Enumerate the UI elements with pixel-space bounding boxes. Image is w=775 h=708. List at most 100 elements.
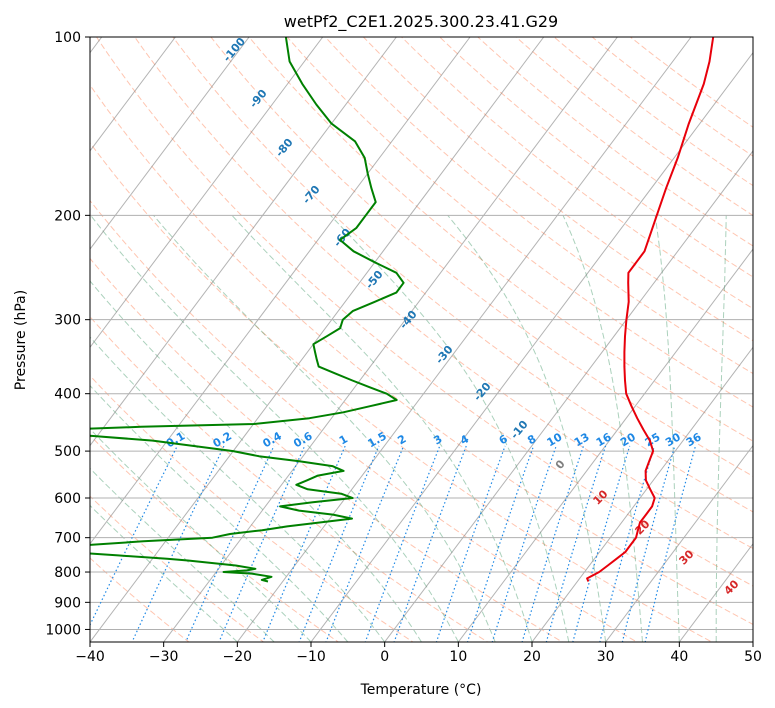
isotherm-label: -30 [433,343,456,367]
moist-adiabat [715,215,727,642]
isotherm-line [90,37,545,642]
mixing-ratio-line [572,445,631,642]
plot-frame [89,36,754,643]
x-tick-label: 20 [523,649,541,665]
dry-adiabat [90,495,265,642]
isotherm-line [90,37,397,447]
moist-adiabat [153,214,496,642]
y-tick-label: 400 [54,387,81,403]
dry-adiabat [90,375,414,642]
isotherm-line [678,542,753,642]
mixing-ratio-line [325,445,405,642]
dry-adiabat [90,257,564,642]
y-tick-label: 800 [54,565,81,581]
x-tick-label: 40 [670,649,688,665]
dry-adiabat [591,37,753,157]
isotherm-line [384,150,753,642]
temperature-profile [586,37,715,582]
x-tick-label: −20 [223,649,253,665]
x-tick-label: 0 [380,649,389,665]
isotherm-line [236,37,692,642]
y-axis-ticks: 1000 900 800 700 600 500 400 300 200 100 [45,30,90,638]
y-axis-label: Pressure (hPa) [13,290,29,390]
isotherm-label: -90 [247,87,270,111]
mixing-ratio-line [218,445,306,642]
y-tick-label: 200 [54,208,81,224]
mixing-ratio-line [435,445,506,642]
mixing-ratio-line [185,445,275,642]
isotherm-label: -20 [471,380,494,404]
dry-adiabat [134,37,753,550]
dry-adiabat [96,37,753,587]
x-axis-ticks: −40 −30 −20 −10 0 10 20 30 40 50 [75,642,762,665]
dry-adiabat [90,557,190,642]
isotherm-line [90,37,471,545]
dry-adiabat [286,37,753,408]
mixing-ratio-line [393,445,467,642]
x-tick-label: −40 [75,649,105,665]
dry-adiabat [515,37,753,217]
isotherm-line [457,248,753,642]
isotherm-label: -40 [397,308,420,332]
dry-adiabat [90,434,340,642]
isotherm-line [531,346,753,642]
moist-adiabat [654,215,680,642]
x-tick-label: −30 [149,649,179,665]
isotherm-label: 40 [722,577,742,597]
dry-adiabat [324,37,753,375]
mixing-ratio-label: 10 [545,430,565,449]
y-tick-label: 500 [54,444,81,460]
isotherm-label: -100 [220,35,248,65]
mixing-ratio-line [90,445,178,627]
moist-adiabat [90,214,459,642]
profile-series [90,37,715,583]
mixing-ratio-label: 0.6 [291,429,315,450]
mixing-ratio-line [545,445,607,642]
dry-adiabat [210,37,753,477]
isotherm-line [163,37,618,642]
y-tick-label: 100 [54,30,81,46]
chart-title: wetPf2_C2E1.2025.300.23.41.G29 [284,12,558,32]
mixing-ratio-label: 30 [663,430,683,449]
x-axis-label: Temperature (°C) [360,682,482,698]
dry-adiabat [477,37,753,247]
dry-adiabat [401,37,753,310]
dewpoint-profile [90,37,405,583]
moist-adiabat [447,214,607,642]
mixing-ratio-label: 0.1 [164,429,187,450]
dry-adiabat [553,37,753,187]
isotherm-line [90,37,250,250]
mixing-ratio-line [521,445,585,642]
moist-adiabat [90,280,422,642]
mixing-ratio-line [364,445,441,642]
y-tick-label: 600 [54,491,81,507]
y-tick-label: 700 [54,531,81,547]
isotherm-line [310,51,753,642]
mixing-ratio-label: 2 [395,432,408,447]
x-tick-label: −10 [296,649,326,665]
moist-adiabat [90,428,312,642]
dry-adiabat [439,37,753,278]
isotherm-line [752,641,753,642]
mixing-ratio-line [298,445,380,642]
isotherm-label: -80 [273,136,296,160]
isotherm-line [605,444,753,642]
isotherm-line [90,37,176,152]
dry-adiabat [90,199,639,642]
mixing-ratio-label: 3 [431,432,444,447]
mixing-ratio-label: 36 [684,430,704,449]
mixing-ratio-label: 0.2 [211,429,234,450]
moist-adiabat [90,467,275,642]
mixing-ratio-label: 13 [572,430,592,449]
grid-layer [90,37,753,642]
mixing-ratio-line [466,445,535,642]
isotherm-label-zero: 0 [553,457,568,471]
x-tick-label: 30 [597,649,615,665]
x-tick-label: 50 [744,649,762,665]
dry-adiabat [248,37,753,442]
isotherm-label: 30 [677,547,697,567]
y-tick-label: 900 [54,595,81,611]
y-tick-label: 1000 [45,622,81,638]
isotherm-label: -50 [363,268,386,292]
